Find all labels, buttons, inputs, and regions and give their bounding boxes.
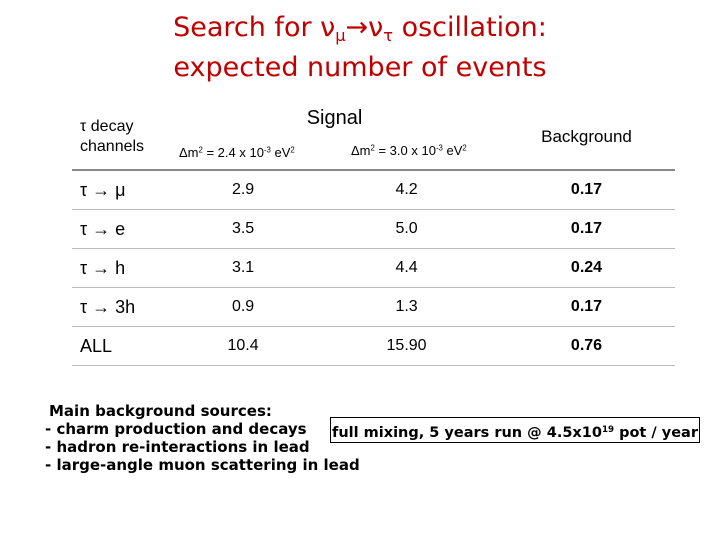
header-background: Background	[498, 105, 675, 171]
header-part: 2	[370, 143, 375, 153]
header-col1: Δm2 = 2.4 x 10-3 eV2	[179, 145, 295, 160]
header-part: = 3.0 x 10	[374, 143, 436, 158]
channel-cell: ALL	[72, 326, 171, 366]
value-cell: 2.9	[171, 170, 316, 210]
header-part: Δm	[351, 143, 371, 158]
table-row: τ → 3h 0.9 1.3 0.17	[72, 287, 675, 327]
notes-items: - charm production and decays - hadron re…	[45, 420, 360, 474]
title-line-2: expected number of events	[173, 52, 547, 83]
header-channels: τ decay channels	[72, 105, 171, 171]
value-cell: 0.76	[498, 326, 675, 366]
table-row: τ → h 3.1 4.4 0.24	[72, 248, 675, 288]
value-cell: 15.90	[315, 326, 498, 366]
channel-cell: τ → 3h	[72, 287, 171, 327]
header-signal: Signal	[306, 107, 363, 129]
value-cell: 0.17	[498, 287, 675, 327]
events-table: τ decay channels Signal Δm2 = 2.4 x 10-3…	[72, 105, 675, 366]
title-part: oscillation:	[393, 12, 547, 43]
value-cell: 4.2	[315, 170, 498, 210]
header-col2: Δm2 = 3.0 x 10-3 eV2	[351, 143, 467, 158]
box-part: 19	[601, 425, 615, 435]
value-cell: 3.1	[171, 248, 316, 288]
header-part: = 2.4 x 10	[202, 145, 264, 160]
value-cell: 0.24	[498, 248, 675, 288]
title-part: τ	[383, 25, 394, 45]
table-row: τ → e 3.5 5.0 0.17	[72, 209, 675, 249]
header-part: eV	[442, 143, 463, 158]
header-part: -3	[263, 145, 271, 155]
title-part: Search for ν	[173, 12, 336, 43]
value-cell: 1.3	[315, 287, 498, 327]
header-part: 2	[198, 145, 203, 155]
value-cell: 0.9	[171, 287, 316, 327]
note-item: - large-angle muon scattering in lead	[45, 456, 360, 474]
conditions-box: full mixing, 5 years run @ 4.5x1019 pot …	[330, 417, 700, 443]
title-part: →ν	[345, 12, 384, 43]
header-part: Δm	[179, 145, 199, 160]
table-row: τ → μ 2.9 4.2 0.17	[72, 170, 675, 210]
channel-cell: τ → μ	[72, 170, 171, 210]
value-cell: 10.4	[171, 326, 316, 366]
notes: Main background sources: - charm product…	[45, 402, 360, 474]
title-line-1: Search for νμ→ντ oscillation:	[0, 12, 720, 45]
title-part: μ	[335, 25, 346, 45]
box-part: pot / year	[614, 425, 698, 442]
channel-cell: τ → h	[72, 248, 171, 288]
header-row: τ decay channels Signal Δm2 = 2.4 x 10-3…	[72, 105, 675, 171]
header-signal-cell: Signal Δm2 = 2.4 x 10-3 eV2 Δm2 = 3.0 x …	[171, 105, 498, 171]
notes-heading: Main background sources:	[49, 402, 272, 420]
header-part: eV	[270, 145, 291, 160]
channel-cell: τ → e	[72, 209, 171, 249]
value-cell: 4.4	[315, 248, 498, 288]
note-item: - hadron re-interactions in lead	[45, 438, 310, 456]
value-cell: 0.17	[498, 209, 675, 249]
header-part: -3	[435, 143, 443, 153]
value-cell: 3.5	[171, 209, 316, 249]
value-cell: 0.17	[498, 170, 675, 210]
header-part: 2	[462, 143, 467, 153]
header-part: 2	[290, 145, 295, 155]
table-row: ALL 10.4 15.90 0.76	[72, 326, 675, 366]
box-part: full mixing, 5 years run @ 4.5x10	[332, 425, 602, 442]
note-item: - charm production and decays	[45, 420, 307, 438]
value-cell: 5.0	[315, 209, 498, 249]
